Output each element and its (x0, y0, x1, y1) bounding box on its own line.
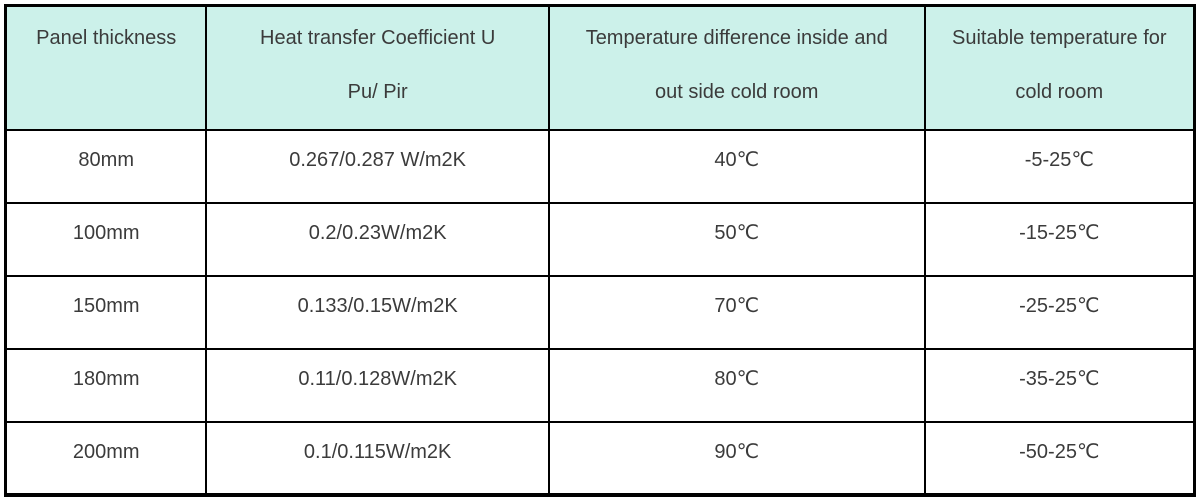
table-row: 150mm 0.133/0.15W/m2K 70℃ -25-25℃ (4, 274, 1196, 350)
table-row: 80mm 0.267/0.287 W/m2K 40℃ -5-25℃ (4, 128, 1196, 204)
header-line: Pu/ Pir (347, 81, 408, 103)
header-line: Suitable temperature for (952, 27, 1167, 49)
cell-temp-difference: 80℃ (547, 347, 926, 423)
cell-thickness: 80mm (4, 128, 208, 204)
cell-coefficient: 0.267/0.287 W/m2K (205, 128, 550, 204)
header-line: out side cold room (655, 81, 819, 103)
cell-suitable-temp: -5-25℃ (923, 128, 1196, 204)
cell-thickness: 100mm (4, 201, 208, 277)
header-line (7, 65, 205, 119)
table-header-row: Panel thickness Heat transfer Coefficien… (4, 4, 1196, 131)
cell-suitable-temp: -35-25℃ (923, 347, 1196, 423)
cell-coefficient: 0.2/0.23W/m2K (205, 201, 550, 277)
header-line: Temperature difference inside and (585, 27, 888, 49)
cell-temp-difference: 70℃ (547, 274, 926, 350)
cell-coefficient: 0.1/0.115W/m2K (205, 420, 550, 496)
header-line: cold room (1015, 81, 1104, 103)
header-cell-panel-thickness: Panel thickness (4, 4, 208, 131)
table-row: 200mm 0.1/0.115W/m2K 90℃ -50-25℃ (4, 420, 1196, 496)
cell-suitable-temp: -15-25℃ (923, 201, 1196, 277)
cell-coefficient: 0.11/0.128W/m2K (205, 347, 550, 423)
cold-room-panel-spec-table: Panel thickness Heat transfer Coefficien… (4, 4, 1196, 497)
cell-coefficient: 0.133/0.15W/m2K (205, 274, 550, 350)
cell-temp-difference: 90℃ (547, 420, 926, 496)
cell-suitable-temp: -25-25℃ (923, 274, 1196, 350)
cell-thickness: 180mm (4, 347, 208, 423)
cell-temp-difference: 40℃ (547, 128, 926, 204)
cell-temp-difference: 50℃ (547, 201, 926, 277)
cell-thickness: 200mm (4, 420, 208, 496)
table-row: 100mm 0.2/0.23W/m2K 50℃ -15-25℃ (4, 201, 1196, 277)
header-cell-heat-transfer-coefficient: Heat transfer Coefficient U Pu/ Pir (205, 4, 550, 131)
cell-suitable-temp: -50-25℃ (923, 420, 1196, 496)
header-line: Heat transfer Coefficient U (260, 27, 496, 49)
header-line: Panel thickness (36, 27, 177, 49)
header-cell-suitable-temperature: Suitable temperature for cold room (923, 4, 1196, 131)
header-cell-temperature-difference: Temperature difference inside and out si… (547, 4, 926, 131)
cell-thickness: 150mm (4, 274, 208, 350)
table-row: 180mm 0.11/0.128W/m2K 80℃ -35-25℃ (4, 347, 1196, 423)
